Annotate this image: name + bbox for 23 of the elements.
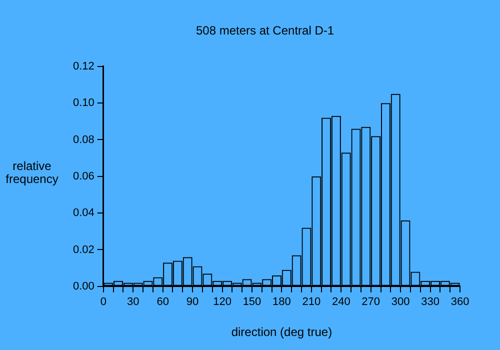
x-tick-label: 30 bbox=[127, 296, 140, 308]
y-tick-label: 0.12 bbox=[72, 60, 94, 72]
x-tick-label: 180 bbox=[272, 296, 291, 308]
y-tick-label: 0.10 bbox=[72, 97, 94, 110]
y-tick-label: 0.06 bbox=[72, 170, 94, 182]
x-axis-title: direction (deg true) bbox=[231, 325, 332, 340]
y-tick-label: 0.04 bbox=[72, 207, 94, 220]
y-axis-title: relative frequency bbox=[4, 159, 60, 186]
y-tick-label: 0.00 bbox=[72, 280, 94, 292]
y-tick-label: 0.02 bbox=[72, 244, 94, 256]
x-tick-label: 150 bbox=[242, 296, 262, 308]
chart-title: 508 meters at Central D-1 bbox=[196, 24, 334, 38]
x-tick-label: 240 bbox=[332, 296, 350, 308]
x-tick-label: 360 bbox=[450, 296, 470, 308]
y-tick-label: 0.08 bbox=[72, 134, 94, 146]
x-tick-label: 300 bbox=[391, 296, 410, 308]
x-tick-label: 60 bbox=[156, 296, 169, 308]
x-tick-label: 270 bbox=[362, 296, 380, 308]
x-tick-label: 210 bbox=[302, 296, 321, 308]
x-tick-label: 0 bbox=[100, 296, 106, 308]
x-tick-label: 330 bbox=[421, 296, 440, 308]
x-tick-label: 90 bbox=[186, 296, 199, 308]
x-tick-label: 120 bbox=[213, 296, 232, 308]
